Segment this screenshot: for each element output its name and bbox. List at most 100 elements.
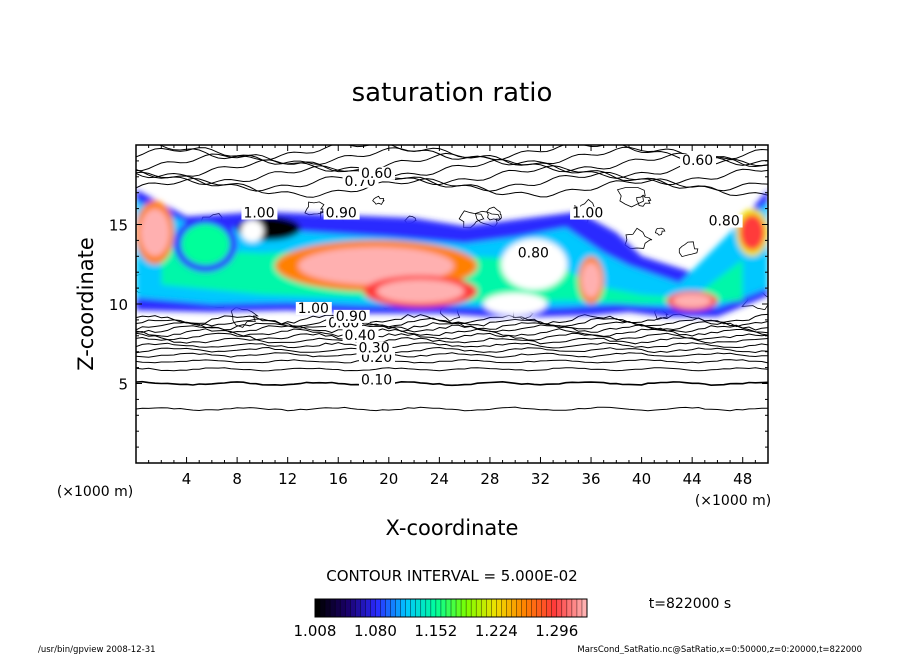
colorbar-swatch xyxy=(526,599,533,617)
contour-line xyxy=(136,380,768,387)
colorbar-swatch xyxy=(380,599,387,617)
contour-label-bg xyxy=(570,206,607,220)
x-axis-label: X-coordinate xyxy=(386,516,519,540)
colorbar-swatch xyxy=(315,599,321,617)
colorbar-swatch xyxy=(516,599,523,617)
colorbar-tick-label: 1.296 xyxy=(535,622,578,640)
colorbar-swatch xyxy=(531,599,538,617)
contour-label: 0.10 xyxy=(361,373,392,389)
colorbar-swatch xyxy=(471,599,477,617)
contour-label: 0.80 xyxy=(518,245,549,261)
contour-line xyxy=(616,187,646,208)
contour-label: 0.30 xyxy=(358,341,389,357)
colorbar-swatch xyxy=(481,599,487,617)
colorbar-swatch xyxy=(415,599,422,617)
contour-label: 1.00 xyxy=(243,206,274,222)
colorbar-swatch xyxy=(576,599,583,617)
saturation-region-core xyxy=(140,208,170,257)
plot-content: 0.100.200.300.400.600.901.000.700.600.60… xyxy=(136,145,768,412)
contour-label: 0.40 xyxy=(345,328,376,344)
colorbar-swatch xyxy=(345,599,351,617)
colorbar-swatch xyxy=(486,599,492,617)
contour-label-bg xyxy=(323,206,360,220)
x-unit-right: (×1000 m) xyxy=(695,493,771,509)
colorbar-swatch xyxy=(506,599,512,617)
colorbar-swatch xyxy=(355,599,361,617)
colorbar-swatch xyxy=(466,599,472,617)
contour-interval: CONTOUR INTERVAL = 5.000E-02 xyxy=(326,567,577,585)
chart-title: saturation ratio xyxy=(352,78,553,108)
contour-label-bg xyxy=(241,206,278,220)
colorbar-swatch xyxy=(501,599,507,617)
contour-label-bg xyxy=(342,328,379,342)
colorbar-ticks: 1.008 1.080 1.152 1.224 1.296 xyxy=(294,622,579,640)
unsaturated-gap xyxy=(483,292,547,316)
contour-label: 0.60 xyxy=(361,166,392,182)
colorbar-swatch xyxy=(440,599,447,617)
contour-label: 0.80 xyxy=(709,214,740,230)
footer-source: MarsCond_SatRatio.nc@SatRatio,x=0:50000,… xyxy=(577,645,862,654)
colorbar-swatch xyxy=(360,599,366,617)
x-tick-label: 48 xyxy=(733,470,752,488)
colorbar-swatch xyxy=(496,599,502,617)
contour-line xyxy=(458,210,485,229)
colorbar-swatch xyxy=(491,599,497,617)
contour-line xyxy=(136,358,768,364)
colorbar-swatch xyxy=(546,599,553,617)
contour-label: 0.90 xyxy=(336,309,367,325)
contour-label-bg xyxy=(515,246,552,260)
colorbar-swatch xyxy=(365,599,371,617)
contour-label-bg xyxy=(333,309,370,323)
unsaturated-gap xyxy=(240,219,264,242)
colorbar-swatch xyxy=(561,599,568,617)
contour-line xyxy=(136,177,768,198)
colorbar-swatch xyxy=(476,599,482,617)
footer-program: /usr/bin/gpview 2008-12-31 xyxy=(38,645,156,654)
x-tick-label: 40 xyxy=(632,470,651,488)
colorbar-swatch xyxy=(350,599,356,617)
colorbar-tick-label: 1.152 xyxy=(414,622,457,640)
y-tick-label: 5 xyxy=(118,376,128,394)
contour-line xyxy=(678,241,699,258)
colorbar-swatch xyxy=(511,599,517,617)
contour-line xyxy=(136,328,768,338)
contour-line xyxy=(136,145,768,161)
colorbar-swatch xyxy=(521,599,528,617)
colorbar-swatch xyxy=(461,599,467,617)
contour-line xyxy=(372,195,385,205)
contour-line xyxy=(136,158,768,179)
colorbar-frame xyxy=(314,598,588,618)
contour-label-bg xyxy=(706,214,743,228)
y-tick-label: 15 xyxy=(109,217,128,235)
contour-label-bg xyxy=(358,373,395,387)
x-tick-label: 8 xyxy=(232,470,242,488)
saturation-region-core xyxy=(740,214,765,251)
saturation-region-core xyxy=(298,246,454,285)
contour-line xyxy=(136,336,768,345)
colorbar-swatch xyxy=(395,599,402,617)
saturation-region-core xyxy=(181,223,230,265)
x-tick-label: 28 xyxy=(480,470,499,488)
colorbar-swatch xyxy=(320,599,326,617)
colorbar-swatch xyxy=(385,599,392,617)
colorbar-tick-label: 1.224 xyxy=(475,622,518,640)
x-tick-label: 4 xyxy=(182,470,192,488)
x-tick-label: 32 xyxy=(531,470,550,488)
colorbar-swatch xyxy=(370,599,376,617)
contour-line xyxy=(136,332,768,341)
contour-line xyxy=(136,171,768,192)
contour-label: 1.00 xyxy=(298,301,329,317)
x-tick-label: 12 xyxy=(278,470,297,488)
contour-label-bg xyxy=(358,166,395,180)
contour-label: 0.60 xyxy=(682,153,713,169)
x-tick-label: 36 xyxy=(581,470,600,488)
colorbar-swatch xyxy=(340,599,346,617)
x-unit-left: (×1000 m) xyxy=(57,484,133,500)
contour-line xyxy=(136,146,768,166)
contour-line xyxy=(636,194,652,207)
colorbar xyxy=(314,599,588,617)
time-label: t=822000 s xyxy=(649,596,731,612)
contour-line xyxy=(136,406,768,412)
colorbar-swatch xyxy=(581,599,588,617)
contour-line xyxy=(136,352,768,358)
